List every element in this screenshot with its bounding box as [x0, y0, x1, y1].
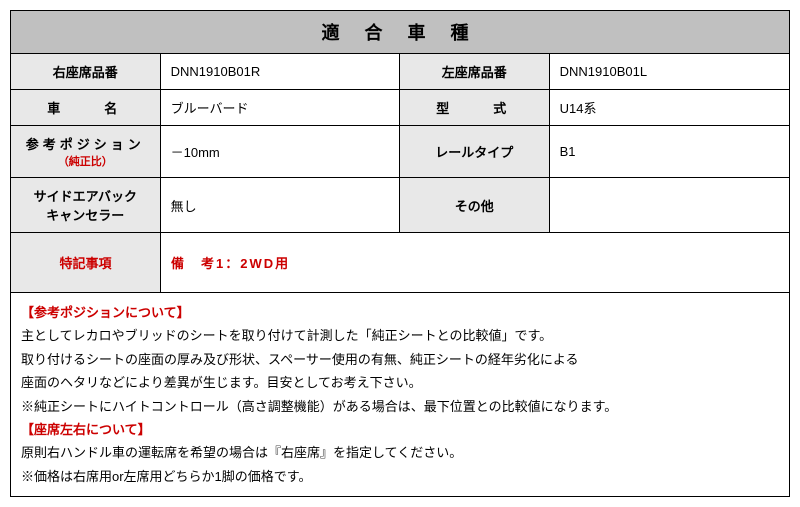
footer-text: 主としてレカロやブリッドのシートを取り付けて計測した「純正シートとの比較値」です…	[21, 324, 779, 347]
table-row: 右座席品番 DNN1910B01R 左座席品番 DNN1910B01L	[11, 54, 789, 90]
label-right-part: 右座席品番	[11, 54, 161, 89]
table-row: 参考ポジション （純正比） －10mm レールタイプ B1	[11, 126, 789, 178]
label-ref-position-main: 参考ポジション	[26, 134, 145, 153]
label-car-name: 車 名	[11, 90, 161, 125]
label-airbag-canceller: サイドエアバック キャンセラー	[11, 178, 161, 232]
value-airbag-canceller: 無し	[161, 178, 400, 232]
value-left-part: DNN1910B01L	[550, 54, 789, 89]
label-ref-position-sub: （純正比）	[58, 153, 113, 169]
value-right-part: DNN1910B01R	[161, 54, 400, 89]
value-rail-type: B1	[550, 126, 789, 177]
notes-label: 特記事項	[11, 233, 161, 292]
label-airbag-line1: サイドエアバック	[34, 186, 137, 205]
footer-text: 原則右ハンドル車の運転席を希望の場合は『右座席』を指定してください。	[21, 441, 779, 464]
footer-notes: 【参考ポジションについて】 主としてレカロやブリッドのシートを取り付けて計測した…	[11, 293, 789, 496]
value-other	[550, 178, 789, 232]
value-car-name: ブルーバード	[161, 90, 400, 125]
footer-heading-1: 【参考ポジションについて】	[21, 301, 779, 324]
footer-text: ※純正シートにハイトコントロール（高さ調整機能）がある場合は、最下位置との比較値…	[21, 395, 779, 418]
label-other: その他	[400, 178, 550, 232]
label-airbag-line2: キャンセラー	[46, 205, 124, 224]
label-rail-type: レールタイプ	[400, 126, 550, 177]
label-left-part: 左座席品番	[400, 54, 550, 89]
label-ref-position: 参考ポジション （純正比）	[11, 126, 161, 177]
notes-content: 備 考1：2WD用	[161, 233, 789, 292]
footer-text: ※価格は右席用or左席用どちらか1脚の価格です。	[21, 465, 779, 488]
notes-row: 特記事項 備 考1：2WD用	[11, 233, 789, 293]
table-title: 適 合 車 種	[11, 11, 789, 54]
value-model: U14系	[550, 90, 789, 125]
table-row: 車 名 ブルーバード 型 式 U14系	[11, 90, 789, 126]
label-model: 型 式	[400, 90, 550, 125]
table-row: サイドエアバック キャンセラー 無し その他	[11, 178, 789, 233]
compatibility-table: 適 合 車 種 右座席品番 DNN1910B01R 左座席品番 DNN1910B…	[10, 10, 790, 497]
footer-heading-2: 【座席左右について】	[21, 418, 779, 441]
value-ref-position: －10mm	[161, 126, 400, 177]
footer-text: 取り付けるシートの座面の厚み及び形状、スペーサー使用の有無、純正シートの経年劣化…	[21, 348, 779, 371]
footer-text: 座面のヘタリなどにより差異が生じます。目安としてお考え下さい。	[21, 371, 779, 394]
